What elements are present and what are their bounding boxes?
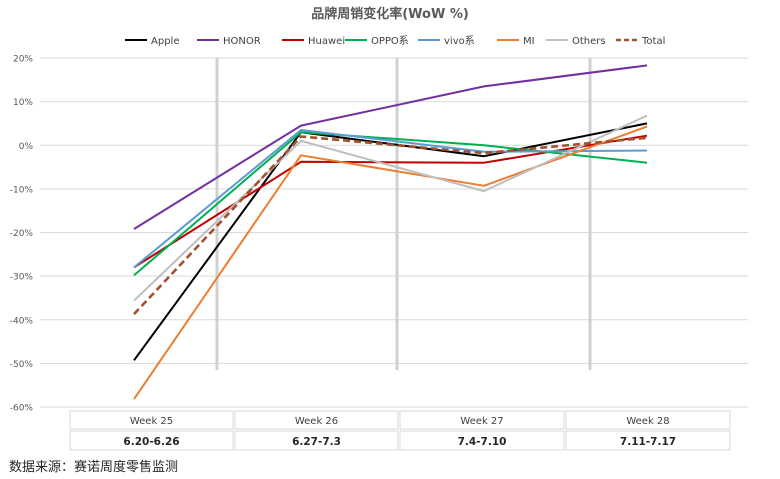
series-lines (133, 64, 648, 400)
x-tick-label: Week 25 (130, 416, 173, 427)
y-tick-label: -50% (10, 360, 34, 370)
x-table-cell (69, 410, 234, 430)
legend-label: vivo系 (444, 35, 475, 47)
source-note: 数据来源：赛诺周度零售监测 (9, 460, 179, 475)
y-tick-label: 20% (13, 55, 33, 65)
series-line-huawei (133, 134, 648, 269)
y-tick-label: 10% (13, 98, 33, 108)
legend-label: Huawei (308, 36, 345, 47)
x-table-cell (399, 410, 565, 430)
category-separators (215, 58, 592, 370)
y-axis: 20% 10% 0% -10% -20% -30% -40% -50% -60% (10, 55, 34, 414)
legend-label: HONOR (223, 36, 261, 47)
legend-label: Apple (151, 36, 179, 47)
series-line-apple (133, 122, 648, 361)
x-table-cell (565, 410, 731, 430)
x-table-cell (234, 430, 399, 451)
x-date-range-label: 6.27-7.3 (292, 436, 341, 448)
y-tick-label: -20% (10, 229, 34, 239)
legend-label: MI (523, 36, 535, 47)
legend-label: OPPO系 (371, 35, 409, 47)
y-tick-label: -10% (10, 185, 34, 195)
x-tick-label: Week 28 (626, 416, 669, 427)
x-table-cell (234, 410, 399, 430)
legend-label: Others (572, 36, 606, 47)
y-tick-label: -30% (10, 273, 34, 283)
x-tick-label: Week 27 (460, 416, 503, 427)
x-axis-table: Week 25 6.20-6.26 Week 26 6.27-7.3 Week 27 7.… (69, 410, 731, 451)
y-tick-label: -60% (10, 404, 34, 414)
series-line-others (133, 114, 648, 302)
x-date-range-label: 6.20-6.26 (123, 436, 179, 448)
x-table-cell (565, 430, 731, 451)
series-line-total (133, 135, 648, 315)
y-tick-label: -40% (10, 316, 34, 326)
x-date-range-label: 7.4-7.10 (458, 436, 507, 448)
legend-label: Total (641, 36, 665, 47)
x-date-range-label: 7.11-7.17 (620, 436, 676, 448)
series-line-mi (133, 125, 648, 400)
chart-title: 品牌周销变化率(WoW %) (311, 6, 469, 22)
x-table-cell (69, 430, 234, 451)
gridlines (40, 57, 748, 408)
x-table-cell (399, 430, 565, 451)
series-line-vivo (133, 129, 648, 269)
series-line-honor (133, 64, 648, 230)
x-tick-label: Week 26 (295, 416, 338, 427)
y-tick-label: 0% (19, 142, 34, 152)
legend: Apple HONOR Huawei OPPO系 vivo系 MI Others Total (125, 35, 665, 47)
